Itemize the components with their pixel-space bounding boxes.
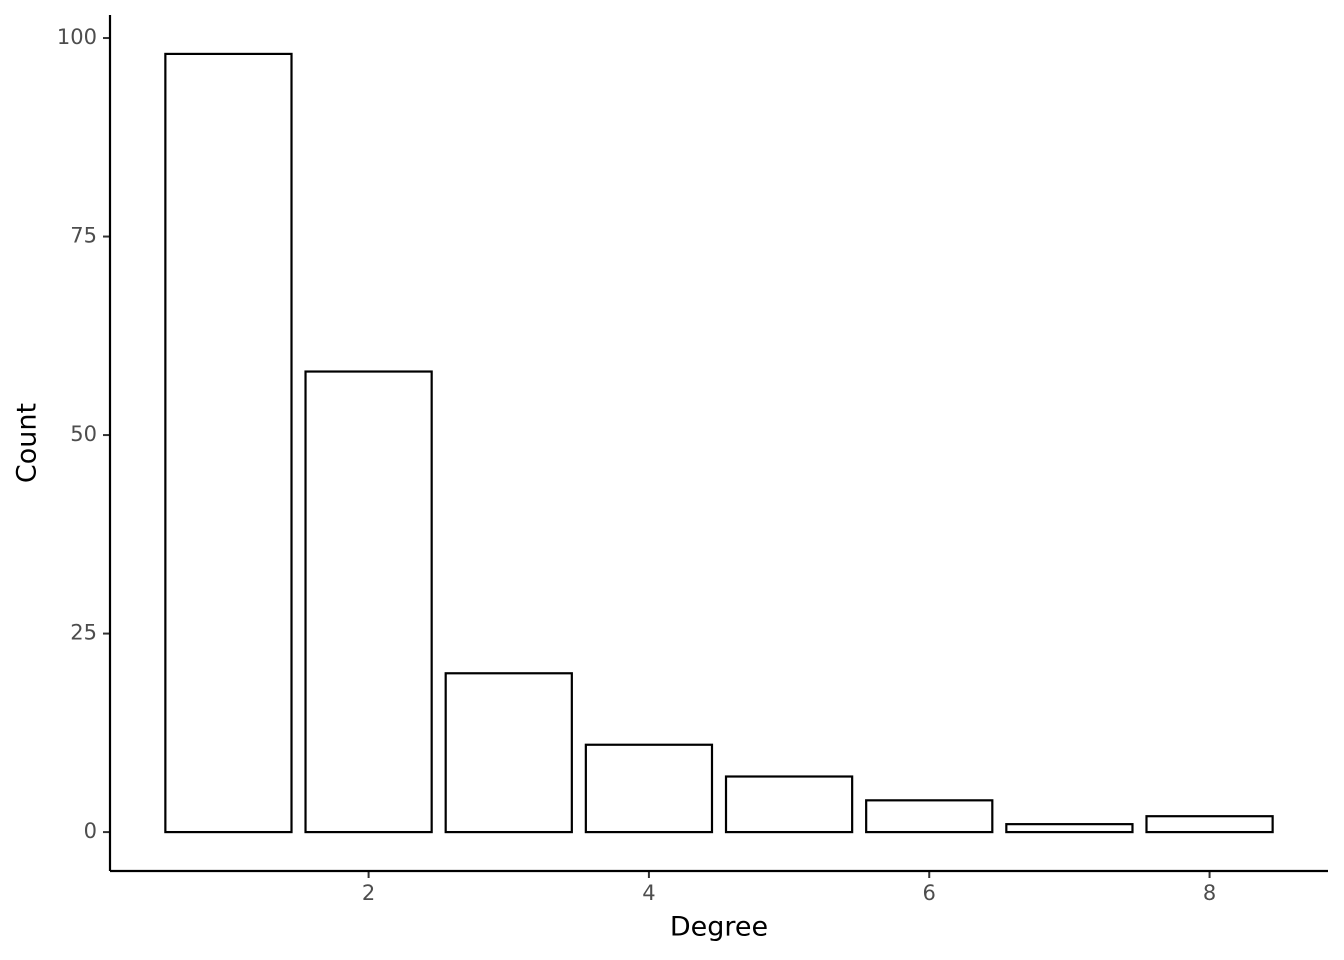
- y-axis-title: Count: [12, 403, 43, 483]
- y-tick-label: 50: [70, 422, 97, 446]
- bar: [1005, 823, 1134, 834]
- y-tick-label: 75: [70, 224, 97, 248]
- bar: [865, 799, 994, 834]
- bar: [304, 370, 433, 834]
- bar: [164, 52, 293, 834]
- x-tick-label: 8: [1203, 881, 1216, 905]
- x-tick-label: 6: [923, 881, 936, 905]
- x-tick-label: 2: [362, 881, 375, 905]
- y-tick-label: 100: [57, 25, 97, 49]
- y-tick-label: 25: [70, 621, 97, 645]
- bar: [584, 743, 714, 834]
- bar: [444, 672, 573, 834]
- bar: [1145, 815, 1274, 834]
- x-tick-label: 4: [642, 881, 655, 905]
- x-axis-title: Degree: [670, 912, 768, 943]
- bar: [724, 775, 854, 834]
- y-tick-label: 0: [84, 819, 97, 843]
